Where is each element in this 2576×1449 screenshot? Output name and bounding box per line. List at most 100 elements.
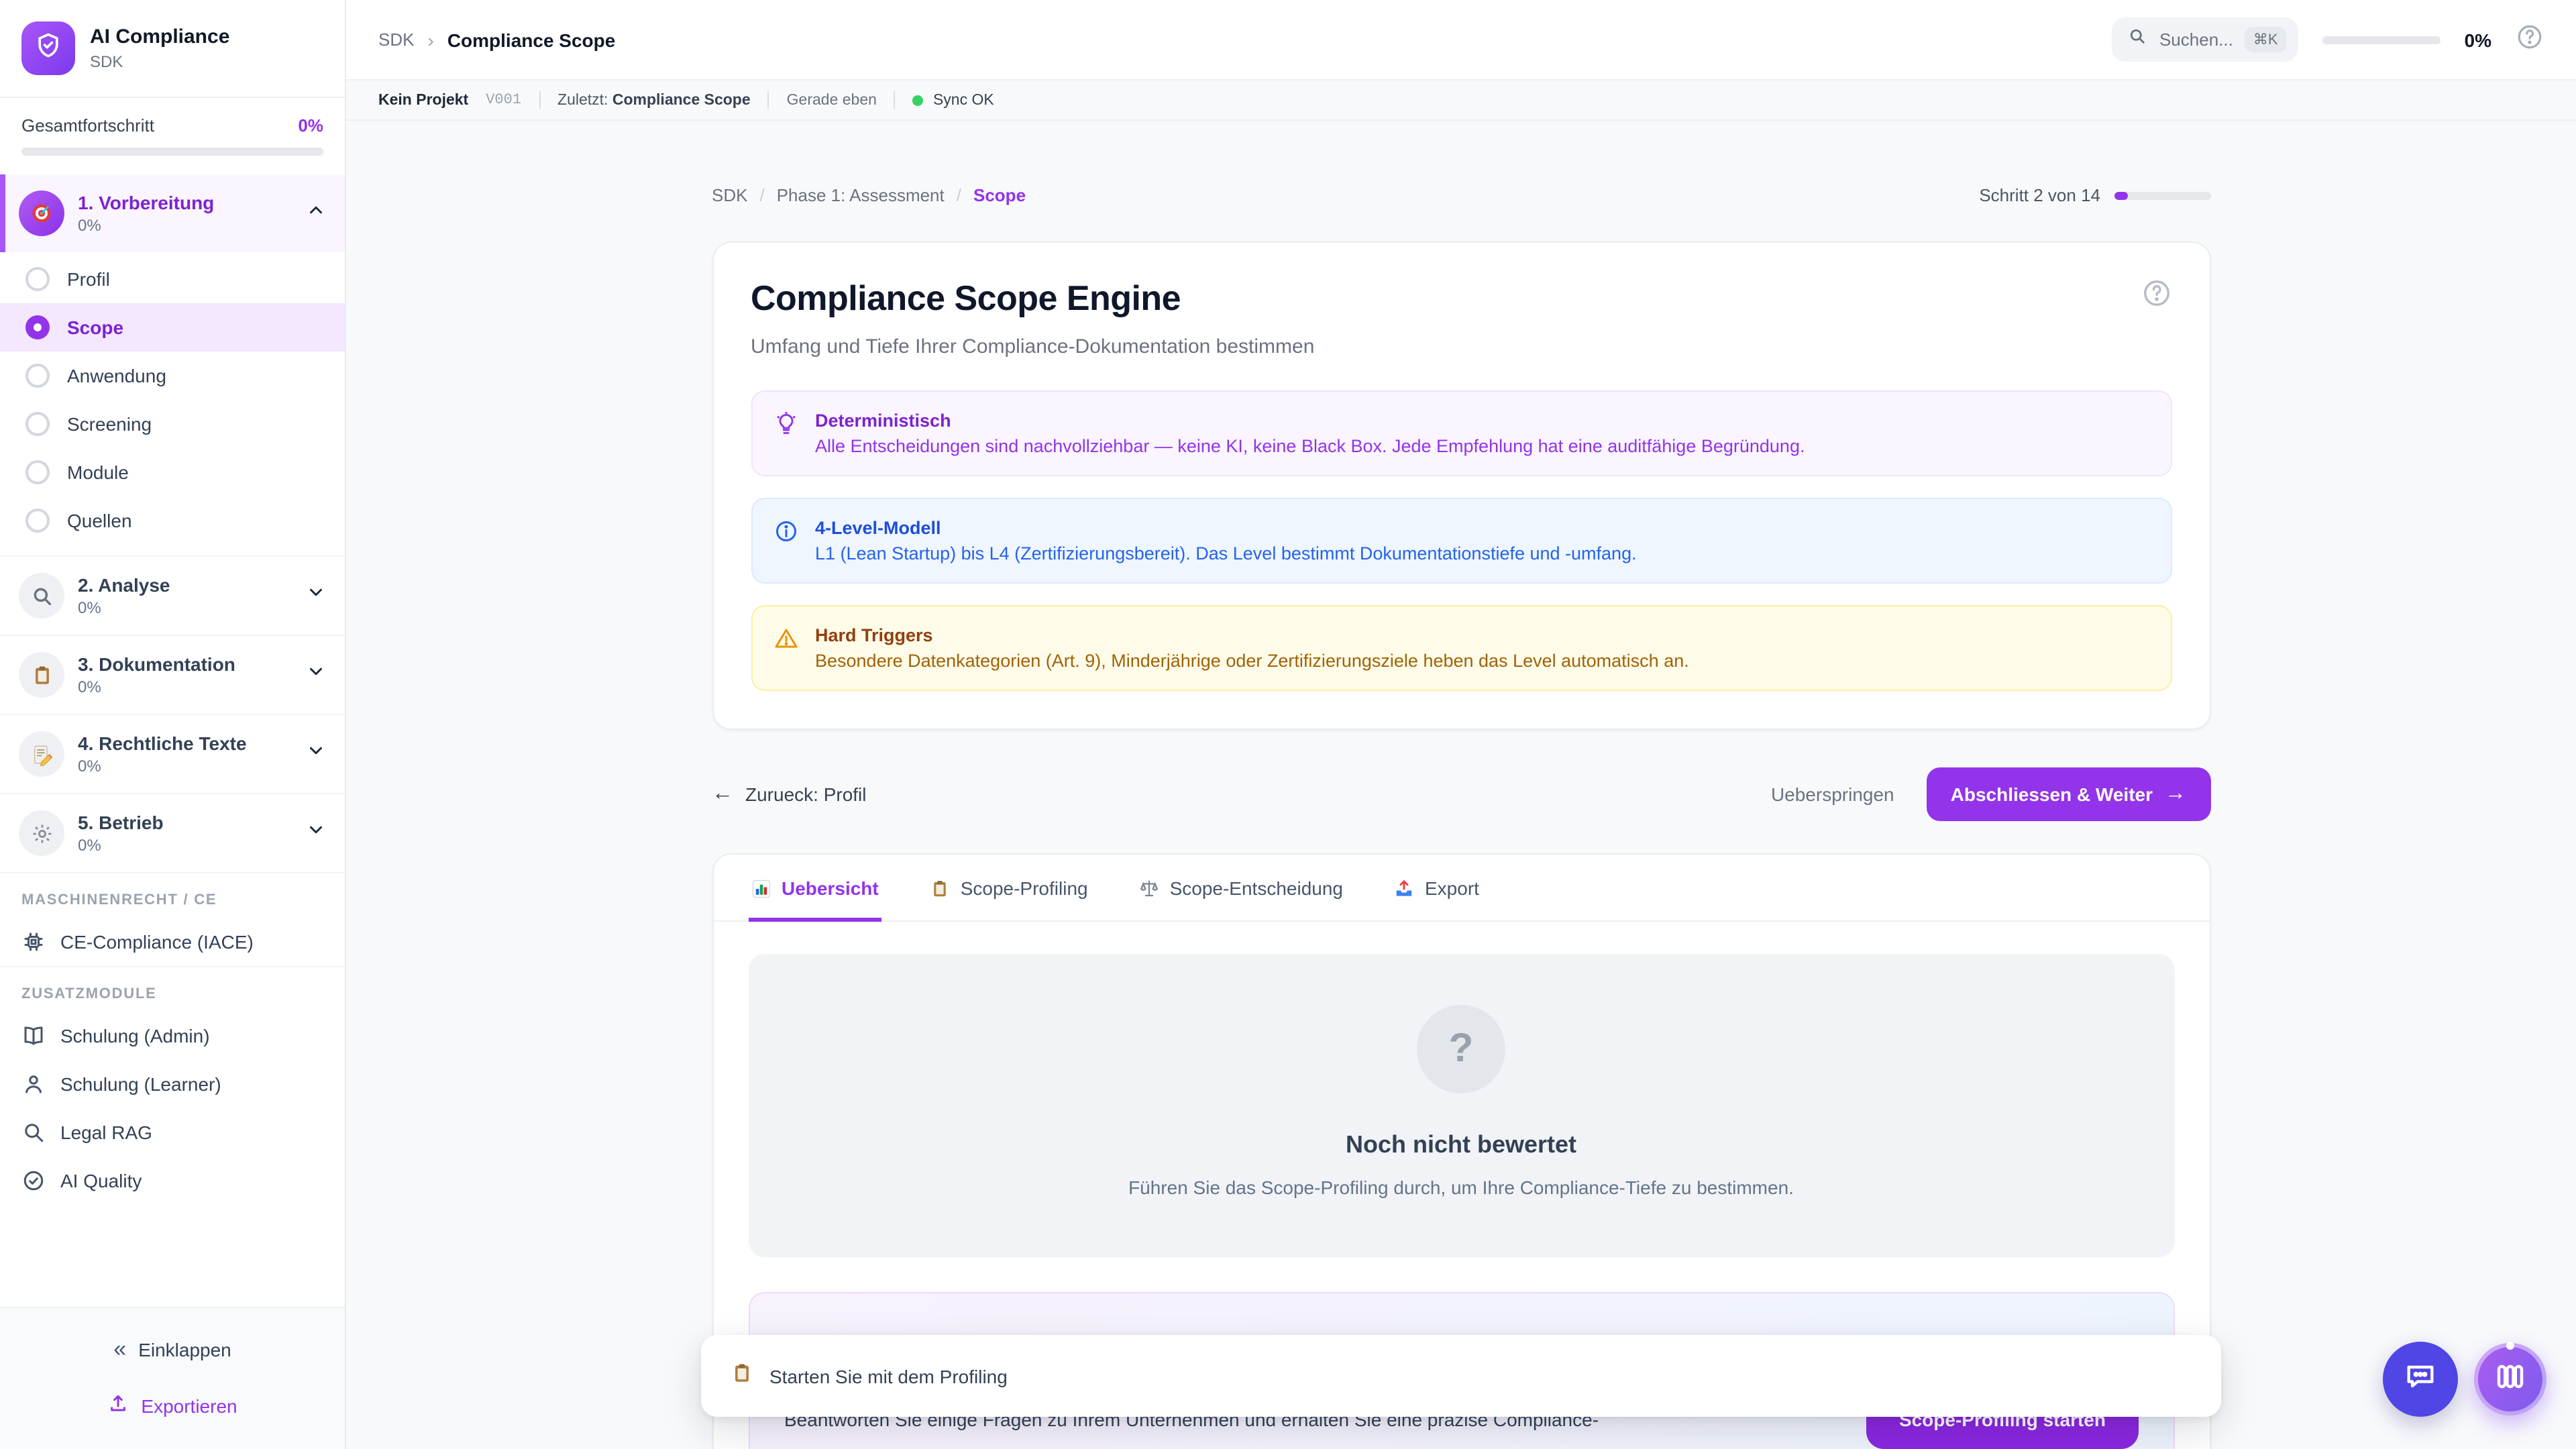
- sidebar: AI Compliance SDK Gesamtfortschritt 0%: [0, 0, 346, 1449]
- last-step-value: Compliance Scope: [612, 92, 751, 108]
- lightbulb-icon: [773, 411, 798, 456]
- breadcrumb: SDK › Compliance Scope: [378, 29, 615, 50]
- collapse-sidebar-button[interactable]: « Einklappen: [113, 1336, 231, 1362]
- shield-check-icon: [34, 30, 63, 66]
- export-button[interactable]: Exportieren: [13, 1383, 331, 1428]
- empty-state-title: Noch nicht bewertet: [1345, 1131, 1577, 1158]
- sidebar-item-ai-quality[interactable]: AI Quality: [0, 1157, 345, 1205]
- crumb-sdk[interactable]: SDK: [712, 185, 748, 205]
- topbar-progress-bar: [2322, 36, 2440, 44]
- divider: [894, 91, 896, 109]
- sidebar-item-profil[interactable]: Profil: [0, 255, 345, 303]
- section-label: 1. Vorbereitung: [78, 191, 215, 213]
- overall-progress: Gesamtfortschritt 0%: [0, 98, 345, 174]
- status-bar: Kein Projekt V001 Zuletzt: Compliance Sc…: [346, 80, 2576, 121]
- radio-unchecked-icon: [25, 460, 50, 484]
- sidebar-item-schulung-admin[interactable]: Schulung (Admin): [0, 1012, 345, 1060]
- page-breadcrumb: SDK / Phase 1: Assessment / Scope: [712, 185, 1026, 205]
- radio-unchecked-icon: [25, 412, 50, 436]
- group-label-maschinenrecht: MASCHINENRECHT / CE: [0, 872, 345, 918]
- sidebar-item-ce-compliance[interactable]: CE-Compliance (IACE): [0, 918, 345, 966]
- clipboard-icon: [19, 652, 64, 698]
- page-title: Compliance Scope Engine: [751, 278, 1181, 318]
- breadcrumb-root[interactable]: SDK: [378, 30, 415, 50]
- skip-button[interactable]: Ueberspringen: [1770, 784, 1894, 805]
- card-help-icon[interactable]: [2141, 278, 2171, 315]
- radio-checked-icon: [25, 315, 50, 339]
- sidebar-item-screening[interactable]: Screening: [0, 400, 345, 448]
- keyboard-shortcut-badge: ⌘K: [2245, 27, 2286, 52]
- sidebar-section-betrieb[interactable]: 5. Betrieb 0%: [0, 793, 345, 872]
- sidebar-section-rechtliche-texte[interactable]: 4. Rechtliche Texte 0%: [0, 714, 345, 793]
- sidebar-nav: 1. Vorbereitung 0% Profil Scope: [0, 174, 345, 1307]
- page-subtitle: Umfang und Tiefe Ihrer Compliance-Dokume…: [751, 335, 1315, 358]
- bar-chart-icon: [751, 878, 771, 898]
- radio-unchecked-icon: [25, 364, 50, 388]
- info-box-deterministisch: Deterministisch Alle Entscheidungen sind…: [751, 390, 2171, 476]
- clipboard-icon: [731, 1361, 753, 1391]
- help-icon[interactable]: [2516, 22, 2544, 57]
- outbox-tray-icon: [1394, 878, 1414, 898]
- sidebar-item-quellen[interactable]: Quellen: [0, 496, 345, 545]
- chat-bubble-icon: [2403, 1358, 2438, 1400]
- page-breadcrumb-row: SDK / Phase 1: Assessment / Scope Schrit…: [712, 185, 2210, 205]
- divider: [767, 91, 769, 109]
- tab-uebersicht[interactable]: Uebersicht: [748, 855, 881, 922]
- step-indicator-label: Schritt 2 von 14: [1979, 185, 2100, 205]
- tab-export[interactable]: Export: [1391, 855, 1482, 922]
- crumb-current: Scope: [973, 185, 1026, 205]
- main-area: SDK › Compliance Scope Suchen... ⌘K 0%: [346, 0, 2576, 1449]
- sidebar-item-schulung-learner[interactable]: Schulung (Learner): [0, 1060, 345, 1108]
- overall-progress-bar: [21, 148, 323, 156]
- page-content: SDK / Phase 1: Assessment / Scope Schrit…: [346, 121, 2576, 1449]
- tab-scope-profiling[interactable]: Scope-Profiling: [927, 855, 1091, 922]
- search-icon: [2129, 27, 2147, 52]
- last-step-label: Zuletzt:: [557, 92, 608, 108]
- last-saved-time: Gerade eben: [786, 92, 877, 108]
- sidebar-section-dokumentation[interactable]: 3. Dokumentation 0%: [0, 635, 345, 714]
- app-subtitle: SDK: [90, 52, 123, 71]
- profiling-toast: Starten Sie mit dem Profiling: [701, 1335, 2221, 1417]
- sidebar-item-legal-rag[interactable]: Legal RAG: [0, 1108, 345, 1157]
- back-button[interactable]: ← Zurueck: Profil: [712, 782, 867, 805]
- chat-fab-button[interactable]: [2383, 1342, 2458, 1417]
- step-progress-bar: [2114, 191, 2210, 199]
- info-box-4-level-modell: 4-Level-Modell L1 (Lean Startup) bis L4 …: [751, 498, 2171, 584]
- sidebar-item-scope[interactable]: Scope: [0, 303, 345, 352]
- upload-icon: [107, 1393, 129, 1418]
- complete-next-button[interactable]: Abschliessen & Weiter →: [1926, 767, 2210, 821]
- empty-state-description: Führen Sie das Scope-Profiling durch, um…: [1128, 1177, 1794, 1198]
- chevron-right-icon: ›: [427, 29, 434, 50]
- topbar-progress-value: 0%: [2464, 29, 2491, 50]
- divider: [539, 91, 541, 109]
- columns-fab-button[interactable]: [2474, 1343, 2546, 1415]
- sidebar-item-anwendung[interactable]: Anwendung: [0, 352, 345, 400]
- radio-unchecked-icon: [25, 267, 50, 291]
- gear-icon: [19, 810, 64, 856]
- info-icon: [773, 519, 798, 564]
- sidebar-item-module[interactable]: Module: [0, 448, 345, 496]
- sidebar-section-analyse[interactable]: 2. Analyse 0%: [0, 555, 345, 635]
- arrow-left-icon: ←: [712, 782, 733, 805]
- book-icon: [21, 1024, 46, 1048]
- tab-scope-entscheidung[interactable]: Scope-Entscheidung: [1136, 855, 1346, 922]
- group-label-zusatzmodule: ZUSATZMODULE: [0, 966, 345, 1012]
- project-name: Kein Projekt: [378, 92, 469, 108]
- info-box-hard-triggers: Hard Triggers Besondere Datenkategorien …: [751, 605, 2171, 691]
- sidebar-section-vorbereitung[interactable]: 1. Vorbereitung 0%: [0, 174, 345, 252]
- memo-pencil-icon: [19, 731, 64, 777]
- sync-status: Sync OK: [912, 92, 994, 108]
- section-steps: Profil Scope Anwendung Screening Module: [0, 252, 345, 555]
- person-icon: [21, 1072, 46, 1096]
- overall-progress-value: 0%: [298, 115, 323, 136]
- crumb-phase[interactable]: Phase 1: Assessment: [776, 185, 945, 205]
- app-logo: [21, 21, 75, 75]
- floating-action-buttons: [2383, 1342, 2546, 1417]
- check-circle-icon: [21, 1169, 46, 1193]
- radio-unchecked-icon: [25, 508, 50, 533]
- search-input[interactable]: Suchen... ⌘K: [2112, 17, 2298, 62]
- sync-ok-dot-icon: [912, 95, 924, 105]
- chevron-up-icon: [306, 200, 326, 227]
- breadcrumb-current: Compliance Scope: [447, 29, 616, 50]
